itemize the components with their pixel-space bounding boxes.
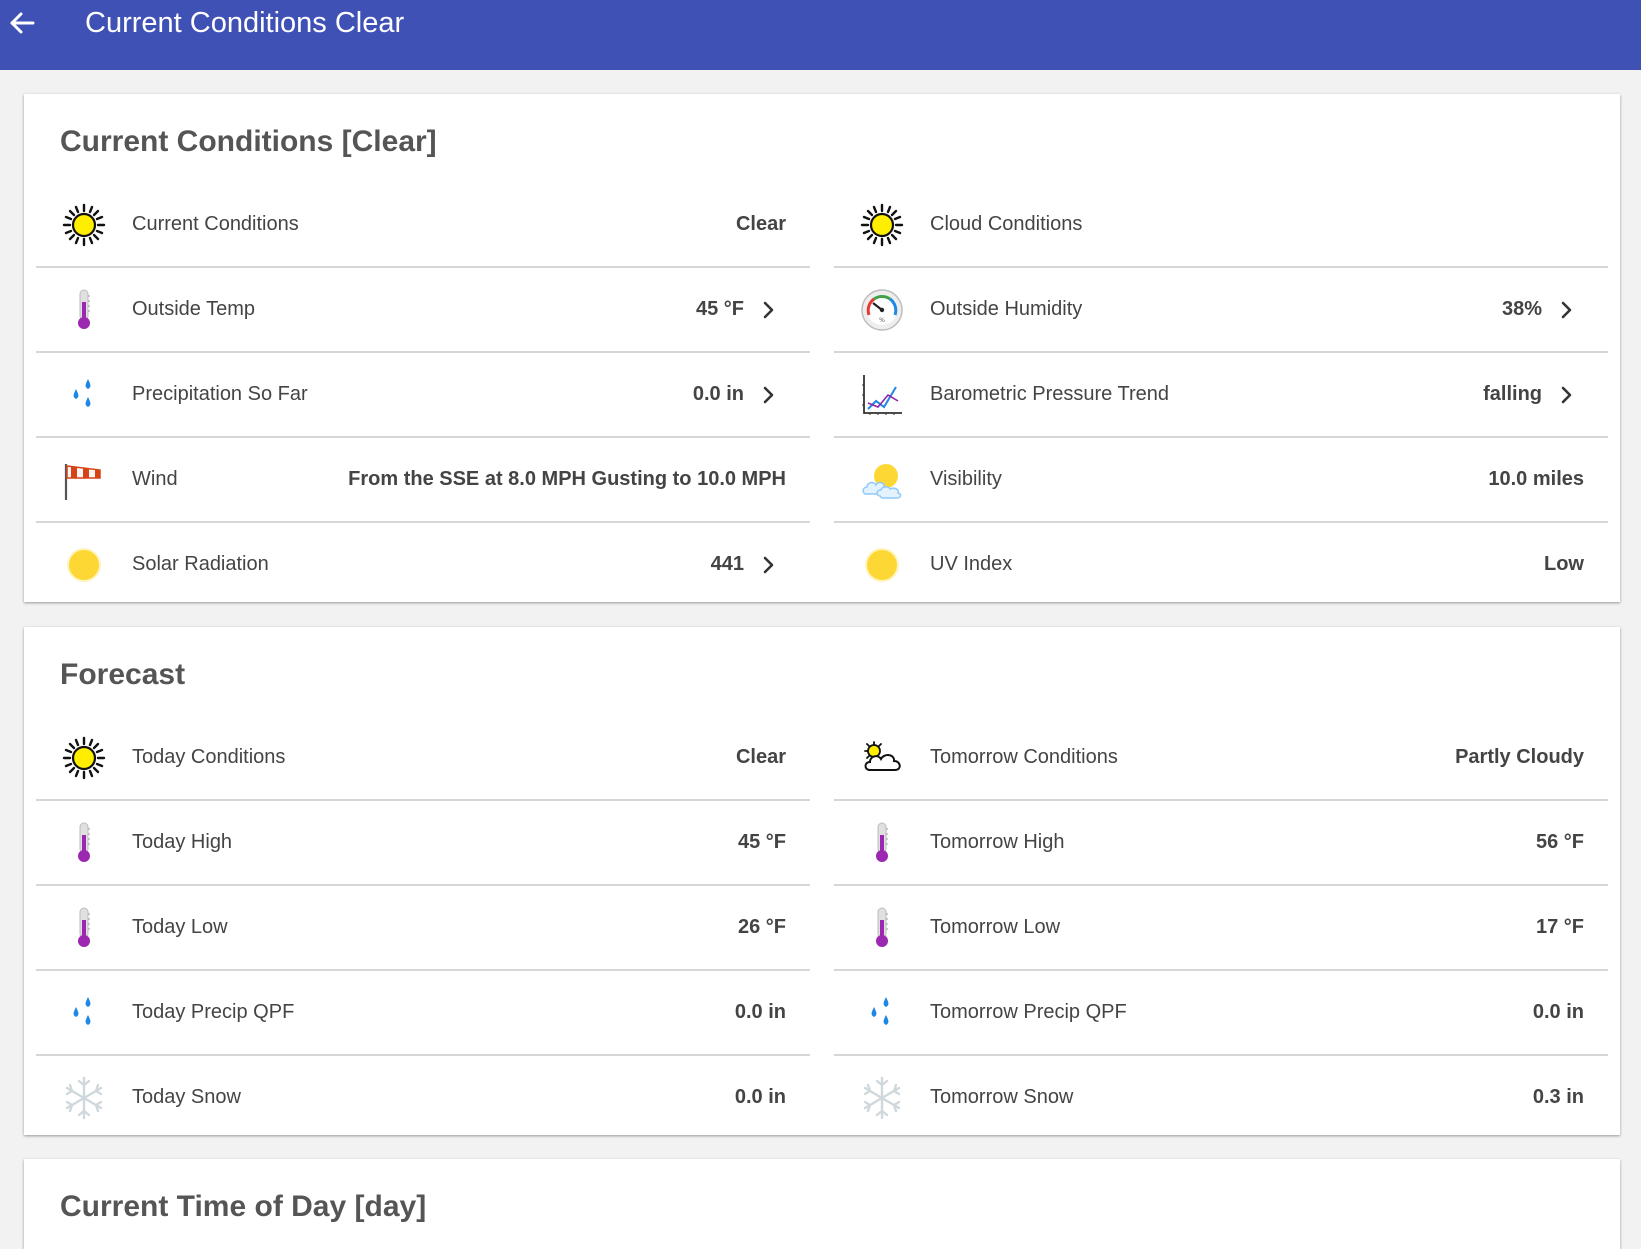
row-label: Wind bbox=[132, 468, 178, 490]
row-label: UV Index bbox=[930, 553, 1013, 575]
row-value: 45 °F bbox=[737, 831, 786, 853]
solar-disc-icon bbox=[62, 543, 106, 587]
row-label: Precipitation So Far bbox=[132, 383, 308, 405]
row-label: Cloud Conditions bbox=[930, 213, 1083, 235]
raindrops-icon bbox=[62, 373, 106, 417]
sun-icon bbox=[62, 203, 106, 247]
forecast-title: Forecast bbox=[60, 658, 186, 691]
thermometer-icon bbox=[62, 906, 106, 950]
row-value: 38% bbox=[1501, 298, 1542, 320]
solar-disc-icon bbox=[860, 543, 904, 587]
row-today-high: Today High 45 °F bbox=[36, 801, 810, 886]
row-tomorrow-high: Tomorrow High 56 °F bbox=[834, 801, 1608, 886]
row-label: Outside Humidity bbox=[930, 298, 1083, 320]
row-label: Today Snow bbox=[132, 1086, 241, 1108]
row-today-low: Today Low 26 °F bbox=[36, 886, 810, 971]
row-value: Low bbox=[1544, 553, 1584, 575]
row-barometric-pressure-trend[interactable]: Barometric Pressure Trend falling bbox=[834, 353, 1608, 438]
row-visibility: Visibility 10.0 miles bbox=[834, 438, 1608, 523]
row-label: Today Conditions bbox=[132, 746, 286, 768]
chevron-right-icon[interactable] bbox=[756, 298, 780, 322]
row-value: 0.0 in bbox=[734, 1001, 786, 1023]
row-solar-radiation[interactable]: Solar Radiation 441 bbox=[36, 523, 810, 608]
current-conditions-title: Current Conditions [Clear] bbox=[60, 125, 437, 158]
row-value: falling bbox=[1483, 383, 1542, 405]
sun-cloud-icon bbox=[860, 458, 904, 502]
row-label: Tomorrow Conditions bbox=[930, 746, 1118, 768]
current-left-column: Current Conditions Clear Outside Temp 45… bbox=[36, 183, 810, 608]
page-title: Current Conditions Clear bbox=[85, 7, 405, 39]
thermometer-icon bbox=[62, 821, 106, 865]
row-value: 0.0 in bbox=[692, 383, 744, 405]
partly-cloudy-icon bbox=[860, 736, 904, 780]
sun-icon bbox=[62, 736, 106, 780]
raindrops-icon bbox=[860, 991, 904, 1035]
current-conditions-card: Current Conditions [Clear] Current Condi… bbox=[24, 94, 1620, 602]
row-today-precip-qpf: Today Precip QPF 0.0 in bbox=[36, 971, 810, 1056]
row-label: Tomorrow Snow bbox=[930, 1086, 1074, 1108]
row-label: Today High bbox=[132, 831, 233, 853]
row-label: Tomorrow High bbox=[930, 831, 1065, 853]
row-tomorrow-low: Tomorrow Low 17 °F bbox=[834, 886, 1608, 971]
snowflake-icon bbox=[860, 1076, 904, 1120]
chevron-right-icon[interactable] bbox=[1554, 383, 1578, 407]
row-label: Tomorrow Low bbox=[930, 916, 1061, 938]
chevron-right-icon[interactable] bbox=[756, 383, 780, 407]
row-label: Today Precip QPF bbox=[132, 1001, 295, 1023]
thermometer-icon bbox=[860, 821, 904, 865]
row-outside-temp[interactable]: Outside Temp 45 °F bbox=[36, 268, 810, 353]
forecast-card: Forecast Today Conditions Clear Today Hi… bbox=[24, 627, 1620, 1135]
raindrops-icon bbox=[62, 991, 106, 1035]
row-value: Clear bbox=[735, 213, 786, 235]
row-tomorrow-snow: Tomorrow Snow 0.3 in bbox=[834, 1056, 1608, 1141]
windsock-icon bbox=[62, 458, 106, 502]
row-wind: Wind From the SSE at 8.0 MPH Gusting to … bbox=[36, 438, 810, 523]
row-today-conditions: Today Conditions Clear bbox=[36, 716, 810, 801]
thermometer-icon bbox=[860, 906, 904, 950]
time-of-day-card: Current Time of Day [day] bbox=[24, 1159, 1620, 1249]
snowflake-icon bbox=[62, 1076, 106, 1120]
row-precipitation-so-far[interactable]: Precipitation So Far 0.0 in bbox=[36, 353, 810, 438]
row-label: Barometric Pressure Trend bbox=[930, 383, 1169, 405]
sun-icon bbox=[860, 203, 904, 247]
row-label: Today Low bbox=[132, 916, 228, 938]
row-label: Solar Radiation bbox=[132, 553, 269, 575]
chevron-right-icon[interactable] bbox=[756, 553, 780, 577]
current-right-column: Cloud Conditions Outside Humidity 38% Ba… bbox=[834, 183, 1608, 608]
row-value: From the SSE at 8.0 MPH Gusting to 10.0 … bbox=[348, 468, 786, 490]
app-bar: Current Conditions Clear bbox=[0, 0, 1641, 70]
row-value: Partly Cloudy bbox=[1455, 746, 1584, 768]
time-of-day-title: Current Time of Day [day] bbox=[60, 1190, 427, 1223]
row-value: 45 °F bbox=[695, 298, 744, 320]
row-label: Tomorrow Precip QPF bbox=[930, 1001, 1127, 1023]
row-value: 17 °F bbox=[1535, 916, 1584, 938]
row-value: 10.0 miles bbox=[1488, 468, 1584, 490]
row-current-conditions: Current Conditions Clear bbox=[36, 183, 810, 268]
row-tomorrow-conditions: Tomorrow Conditions Partly Cloudy bbox=[834, 716, 1608, 801]
row-value: 0.3 in bbox=[1532, 1086, 1584, 1108]
row-uv-index: UV Index Low bbox=[834, 523, 1608, 608]
row-label: Visibility bbox=[930, 468, 1002, 490]
back-button[interactable] bbox=[4, 0, 40, 46]
humidity-gauge-icon bbox=[860, 288, 904, 332]
row-value: 0.0 in bbox=[734, 1086, 786, 1108]
thermometer-icon bbox=[62, 288, 106, 332]
pressure-trend-chart-icon bbox=[860, 373, 904, 417]
forecast-right-column: Tomorrow Conditions Partly Cloudy Tomorr… bbox=[834, 716, 1608, 1141]
row-tomorrow-precip-qpf: Tomorrow Precip QPF 0.0 in bbox=[834, 971, 1608, 1056]
chevron-right-icon[interactable] bbox=[1554, 298, 1578, 322]
row-label: Current Conditions bbox=[132, 213, 299, 235]
row-value: 26 °F bbox=[737, 916, 786, 938]
row-today-snow: Today Snow 0.0 in bbox=[36, 1056, 810, 1141]
row-outside-humidity[interactable]: Outside Humidity 38% bbox=[834, 268, 1608, 353]
row-label: Outside Temp bbox=[132, 298, 256, 320]
row-value: Clear bbox=[735, 746, 786, 768]
row-value: 56 °F bbox=[1535, 831, 1584, 853]
row-value: 0.0 in bbox=[1532, 1001, 1584, 1023]
arrow-left-icon[interactable] bbox=[8, 9, 36, 37]
forecast-left-column: Today Conditions Clear Today High 45 °F … bbox=[36, 716, 810, 1141]
row-value: 441 bbox=[710, 553, 744, 575]
row-cloud-conditions: Cloud Conditions bbox=[834, 183, 1608, 268]
